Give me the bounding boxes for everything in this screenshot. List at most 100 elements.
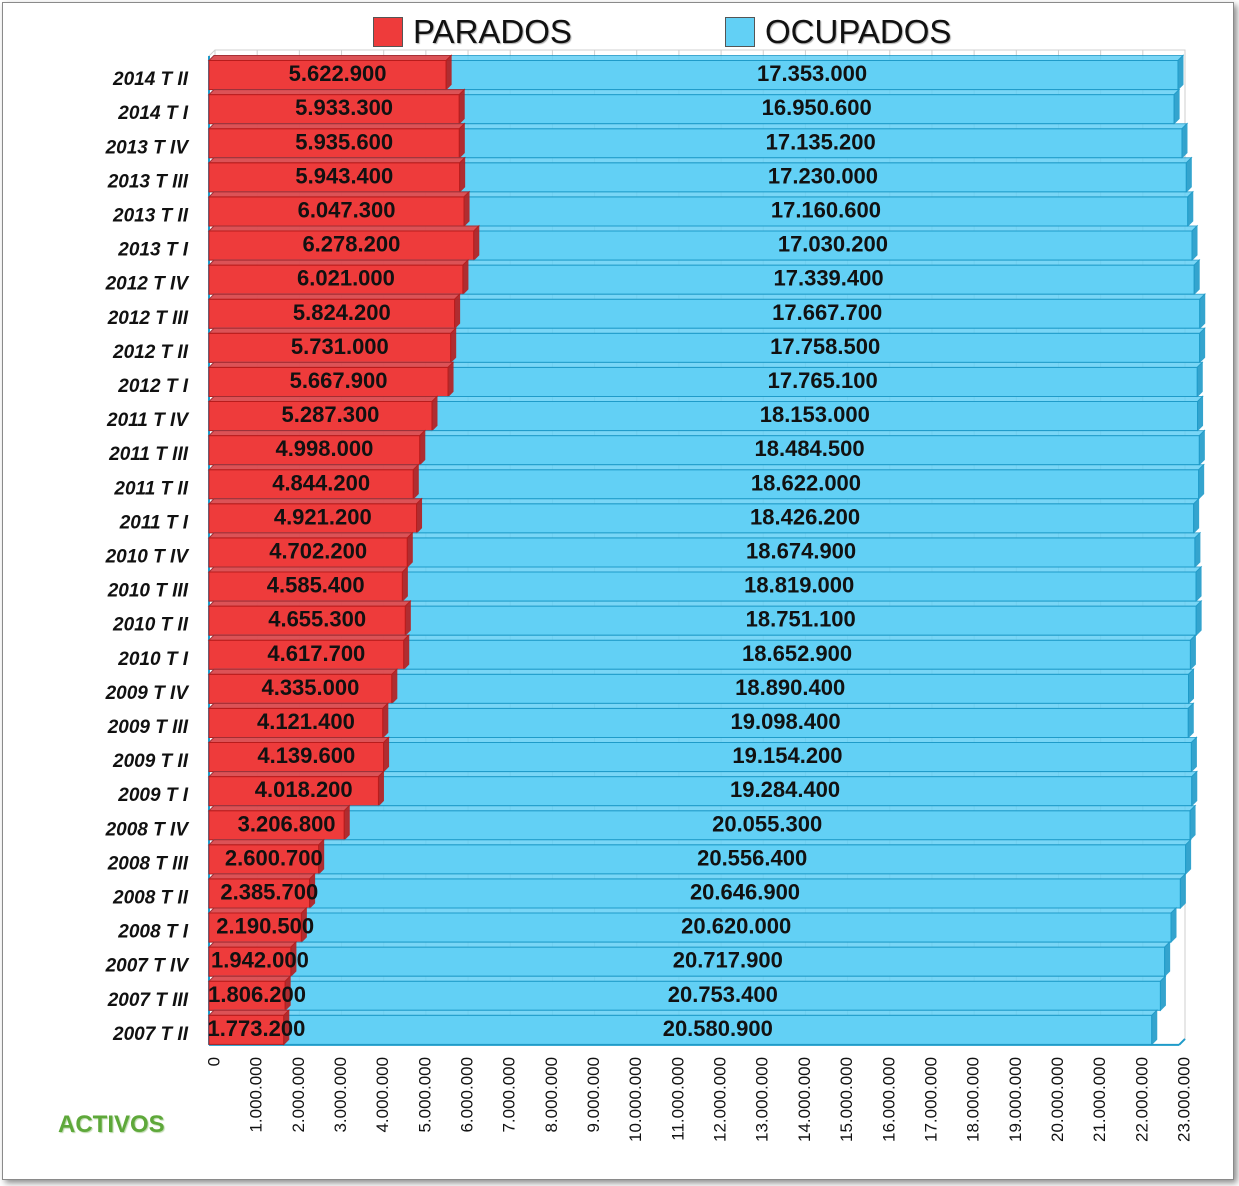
data-label-parados: 5.824.200 — [293, 300, 391, 325]
bar-parados-top — [207, 498, 423, 505]
data-label-ocupados: 19.098.400 — [730, 709, 840, 734]
category-label: 2012 T III — [107, 308, 189, 329]
category-label: 2013 T I — [117, 240, 188, 261]
bar-parados — [207, 974, 292, 1012]
bar-parados — [207, 190, 471, 228]
data-label-ocupados: 17.339.400 — [774, 266, 884, 291]
bar-ocupados-side — [1198, 429, 1205, 466]
bar-parados-side — [450, 327, 457, 364]
data-label-ocupados: 20.753.400 — [668, 982, 778, 1007]
data-label-parados: 3.206.800 — [238, 811, 336, 836]
data-label-ocupados: 17.030.200 — [778, 232, 888, 257]
bar-parados — [207, 565, 409, 603]
data-label-parados: 1.806.200 — [208, 982, 306, 1007]
bar-ocupados-side — [1188, 668, 1195, 705]
bar-ocupados-top — [207, 805, 1197, 812]
data-label-parados: 4.139.600 — [257, 743, 355, 768]
data-label-parados: 4.335.000 — [261, 675, 359, 700]
bar-ocupados-side — [1193, 497, 1200, 535]
bar-parados-top — [207, 839, 325, 846]
bar-parados-side — [406, 531, 413, 569]
x-tick-label: 17.000.000 — [921, 1057, 940, 1142]
legend-swatch-parados — [373, 17, 403, 47]
bar-parados-front — [208, 673, 393, 704]
bar-parados-top — [207, 123, 466, 130]
data-label-ocupados: 18.622.000 — [751, 470, 861, 495]
data-label-parados: 5.622.900 — [289, 61, 387, 86]
bar-parados — [207, 122, 466, 160]
bar-parados-top — [207, 737, 390, 743]
category-label: 2008 T II — [112, 887, 189, 908]
data-label-ocupados: 18.819.000 — [744, 573, 854, 598]
bar-ocupados-side — [1198, 463, 1205, 501]
bar-ocupados — [207, 838, 1192, 876]
x-tick-label: 4.000.000 — [373, 1057, 392, 1133]
data-label-ocupados: 17.353.000 — [757, 61, 867, 86]
bar-ocupados-side — [1177, 54, 1184, 91]
category-label: 2012 T II — [112, 342, 189, 363]
bar-ocupados — [207, 804, 1197, 842]
bar-parados-side — [290, 940, 297, 978]
bar-ocupados-side — [1195, 599, 1202, 637]
data-label-parados: 4.617.700 — [267, 641, 365, 666]
category-label: 2014 T II — [112, 69, 189, 90]
bar-parados-top — [207, 327, 457, 334]
bar-ocupados-top — [207, 1009, 1158, 1016]
x-tick-label: 21.000.000 — [1090, 1057, 1109, 1142]
data-label-ocupados: 19.284.400 — [730, 777, 840, 802]
bar-parados-top — [207, 532, 414, 539]
bar-ocupados-top — [207, 975, 1167, 982]
x-tick-label: 23.000.000 — [1174, 1057, 1193, 1142]
bar-parados-side — [377, 770, 384, 807]
bar-parados — [207, 156, 466, 194]
x-tick-label: 19.000.000 — [1006, 1057, 1025, 1142]
x-tick-label: 7.000.000 — [500, 1057, 519, 1133]
bar-parados-top — [207, 430, 426, 437]
bar-parados — [207, 327, 457, 364]
bar-ocupados-front — [208, 1014, 1153, 1045]
data-label-parados: 4.585.400 — [267, 573, 365, 598]
bar-parados-side — [403, 633, 410, 671]
legend-label-ocupados: OCUPADOS — [765, 13, 952, 50]
bar-parados-top — [207, 873, 316, 880]
legend: PARADOS OCUPADOS — [3, 9, 1233, 53]
data-label-ocupados: 19.154.200 — [732, 743, 842, 768]
bar-ocupados-side — [1164, 940, 1171, 978]
bar-parados-side — [473, 224, 480, 262]
x-tick-label: 22.000.000 — [1132, 1057, 1151, 1142]
bar-parados-top — [207, 157, 466, 164]
legend-swatch-ocupados — [725, 17, 755, 47]
bar-ocupados — [207, 974, 1167, 1012]
bar-ocupados-side — [1185, 838, 1192, 876]
category-label: 2011 T III — [108, 444, 189, 465]
x-tick-label: 0 — [204, 1057, 223, 1066]
bar-parados — [207, 88, 466, 125]
bar-ocupados-side — [1189, 804, 1196, 842]
data-label-parados: 5.287.300 — [282, 402, 380, 427]
data-label-ocupados: 17.160.600 — [771, 197, 881, 222]
bar-parados-side — [462, 258, 469, 296]
bar-parados-front — [208, 196, 465, 227]
bar-parados-side — [412, 463, 419, 501]
legend-item-ocupados: OCUPADOS — [725, 13, 951, 51]
bar-parados-front — [208, 537, 408, 568]
bar-ocupados-side — [1159, 974, 1166, 1012]
bar-parados-front — [208, 298, 456, 329]
data-label-parados: 2.385.700 — [220, 879, 318, 904]
bar-parados — [207, 1009, 290, 1046]
bar-parados-side — [300, 906, 307, 944]
data-label-parados: 4.921.200 — [274, 504, 372, 529]
x-tick-label: 13.000.000 — [753, 1057, 772, 1142]
data-label-parados: 1.942.000 — [211, 948, 309, 973]
bar-parados — [207, 770, 385, 807]
bar-ocupados — [207, 906, 1178, 944]
bar-ocupados-side — [1179, 872, 1186, 910]
bar-ocupados-side — [1187, 190, 1194, 228]
bar-ocupados-top — [207, 941, 1171, 948]
bar-parados-top — [207, 907, 308, 914]
data-label-ocupados: 18.484.500 — [755, 436, 865, 461]
data-label-parados: 5.943.400 — [295, 163, 393, 188]
bar-ocupados-side — [1190, 736, 1197, 773]
category-label: 2009 T III — [107, 717, 189, 738]
data-label-ocupados: 20.717.900 — [673, 948, 783, 973]
